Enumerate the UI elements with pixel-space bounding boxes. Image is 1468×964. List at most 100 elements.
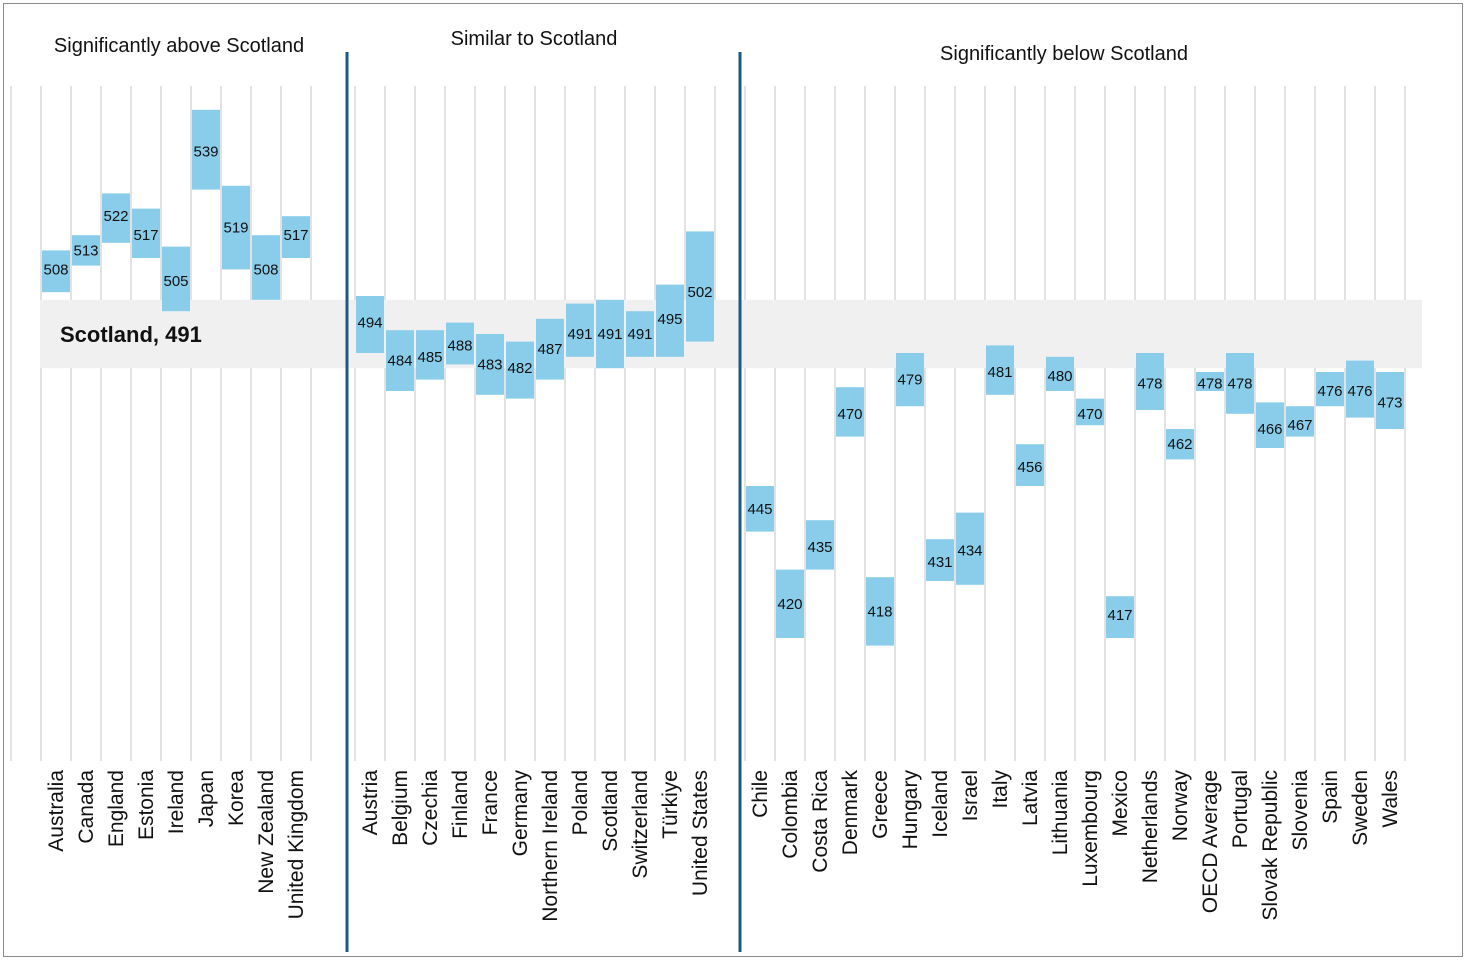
- category-label-2-7: Israel: [959, 770, 982, 821]
- chart-frame: Scotland, 491 Significantly above Scotlan…: [3, 3, 1463, 957]
- value-label-1-11: 502: [687, 284, 712, 301]
- category-label-1-11: United States: [689, 770, 712, 896]
- value-label-1-3: 488: [447, 337, 472, 354]
- category-label-2-21: Wales: [1379, 770, 1402, 828]
- score-box-2-21: [1376, 372, 1404, 429]
- value-label-2-3: 470: [837, 406, 862, 423]
- score-box-0-0: [42, 250, 70, 293]
- category-label-2-13: Netherlands: [1139, 770, 1162, 883]
- value-label-2-12: 417: [1107, 607, 1132, 624]
- category-label-2-5: Hungary: [899, 770, 922, 850]
- score-box-1-10: [656, 284, 684, 357]
- group-title-2: Significantly below Scotland: [940, 43, 1188, 65]
- value-label-2-6: 431: [927, 554, 952, 571]
- category-label-1-8: Scotland: [599, 770, 622, 852]
- score-box-2-9: [1016, 444, 1044, 486]
- category-label-2-2: Costa Rica: [809, 770, 832, 873]
- value-label-2-18: 467: [1287, 417, 1312, 434]
- score-box-2-4: [866, 577, 894, 646]
- value-label-1-4: 483: [477, 356, 502, 373]
- value-label-1-8: 491: [597, 326, 622, 343]
- score-box-2-16: [1226, 353, 1254, 414]
- category-label-0-6: Korea: [225, 770, 248, 826]
- value-label-0-6: 519: [223, 220, 248, 237]
- score-box-1-11: [686, 231, 714, 342]
- value-label-2-20: 476: [1347, 383, 1372, 400]
- category-label-0-7: New Zealand: [255, 770, 278, 894]
- background-layer: [10, 86, 1422, 761]
- category-label-1-1: Belgium: [389, 770, 412, 846]
- category-label-1-2: Czechia: [419, 770, 442, 846]
- score-box-0-1: [72, 235, 100, 266]
- value-label-0-5: 539: [193, 144, 218, 161]
- category-label-2-20: Sweden: [1349, 770, 1372, 846]
- score-box-0-7: [252, 235, 280, 300]
- category-label-2-17: Slovak Republic: [1259, 770, 1282, 921]
- score-box-2-2: [806, 520, 834, 570]
- value-label-0-4: 505: [163, 273, 188, 290]
- value-label-2-0: 445: [747, 501, 772, 518]
- value-label-1-1: 484: [387, 353, 412, 370]
- score-box-0-4: [162, 246, 190, 312]
- value-label-1-2: 485: [417, 349, 442, 366]
- category-label-0-1: Canada: [75, 770, 98, 844]
- group-title-1: Similar to Scotland: [451, 28, 618, 50]
- score-box-2-20: [1346, 360, 1374, 418]
- reference-label: Scotland, 491: [60, 322, 202, 347]
- category-label-0-5: Japan: [195, 770, 218, 827]
- value-label-0-3: 517: [133, 227, 158, 244]
- score-box-1-1: [386, 330, 414, 391]
- score-box-2-17: [1256, 402, 1284, 448]
- score-box-0-6: [222, 185, 250, 270]
- value-label-0-0: 508: [43, 261, 68, 278]
- score-box-1-7: [566, 303, 594, 357]
- score-box-1-5: [506, 341, 534, 399]
- value-label-0-1: 513: [73, 242, 98, 259]
- category-label-1-7: Poland: [569, 770, 592, 835]
- category-label-2-0: Chile: [749, 770, 772, 818]
- score-box-2-3: [836, 387, 864, 437]
- category-label-2-4: Greece: [869, 770, 892, 839]
- value-label-2-13: 478: [1137, 375, 1162, 392]
- score-box-2-11: [1076, 398, 1104, 426]
- value-label-1-6: 487: [537, 341, 562, 358]
- category-label-2-1: Colombia: [779, 770, 802, 859]
- value-label-2-1: 420: [777, 596, 802, 613]
- marks-layer: [42, 52, 1404, 952]
- score-box-2-13: [1136, 353, 1164, 410]
- score-box-1-8: [596, 299, 624, 369]
- score-box-0-3: [132, 208, 160, 258]
- score-box-2-19: [1316, 372, 1344, 407]
- value-label-0-8: 517: [283, 227, 308, 244]
- category-label-2-9: Latvia: [1019, 770, 1042, 826]
- value-label-2-11: 470: [1077, 406, 1102, 423]
- value-label-1-9: 491: [627, 326, 652, 343]
- category-label-0-8: United Kingdom: [285, 770, 308, 919]
- score-box-2-6: [926, 539, 954, 581]
- value-label-2-15: 478: [1197, 375, 1222, 392]
- score-box-1-0: [356, 296, 384, 353]
- category-label-2-15: OECD Average: [1199, 770, 1222, 913]
- category-label-2-18: Slovenia: [1289, 770, 1312, 851]
- value-label-2-10: 480: [1047, 368, 1072, 385]
- category-label-2-10: Lithuania: [1049, 770, 1072, 856]
- text-layer: Scotland, 491 Significantly above Scotlan…: [43, 28, 1402, 922]
- score-box-2-12: [1106, 596, 1134, 638]
- category-label-2-11: Luxembourg: [1079, 770, 1102, 887]
- category-label-2-16: Portugal: [1229, 770, 1252, 848]
- category-label-1-3: Finland: [449, 770, 472, 839]
- value-label-1-0: 494: [357, 315, 382, 332]
- category-label-0-0: Australia: [45, 770, 68, 852]
- value-label-2-4: 418: [867, 603, 892, 620]
- category-label-2-19: Spain: [1319, 770, 1342, 824]
- value-label-2-7: 434: [957, 543, 982, 560]
- score-box-1-9: [626, 311, 654, 357]
- category-label-1-6: Northern Ireland: [539, 770, 562, 922]
- value-label-2-2: 435: [807, 539, 832, 556]
- chart-svg: Scotland, 491 Significantly above Scotlan…: [10, 28, 1422, 952]
- reference-band: [40, 299, 1422, 369]
- value-label-0-2: 522: [103, 208, 128, 225]
- category-label-1-10: Türkiye: [659, 770, 682, 839]
- category-label-0-2: England: [105, 770, 128, 847]
- score-box-2-8: [986, 345, 1014, 395]
